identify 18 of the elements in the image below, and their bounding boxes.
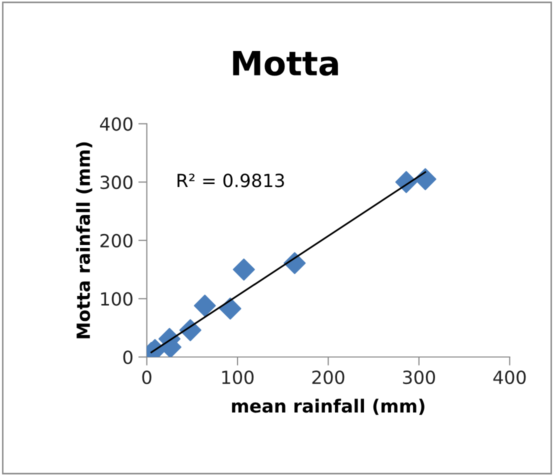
x-tick-label: 300 (403, 370, 435, 384)
y-tick-label: 400 (100, 117, 132, 131)
y-axis-title: Motta rainfall (mm) (76, 142, 92, 338)
y-tick-label: 100 (101, 292, 132, 306)
point (414, 168, 436, 190)
x-tick-label: 100 (222, 370, 254, 384)
x-tick-label: 400 (493, 370, 526, 384)
x-tick-label: 0 (142, 370, 152, 384)
x-tick-label: 200 (312, 370, 344, 384)
chart-title: Motta (233, 51, 338, 76)
y-tick-label: 0 (123, 350, 132, 364)
point (219, 298, 242, 320)
y-tick-label: 200 (100, 234, 132, 248)
y-tick-label: 300 (100, 176, 132, 190)
point (194, 294, 216, 317)
point (232, 258, 255, 281)
x-axis-title: mean rainfall (mm) (232, 398, 424, 415)
annotation: R² = 0.9813 (178, 174, 284, 188)
